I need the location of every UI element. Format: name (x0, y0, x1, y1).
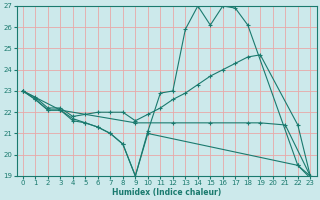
X-axis label: Humidex (Indice chaleur): Humidex (Indice chaleur) (112, 188, 221, 197)
